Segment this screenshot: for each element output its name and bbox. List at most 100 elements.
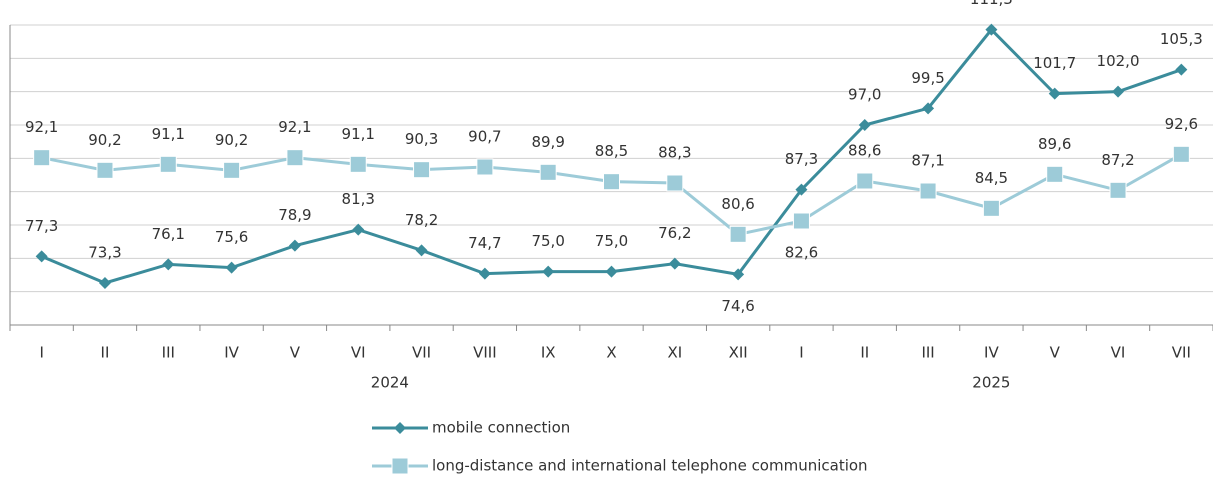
data-label: 90,3 [405, 130, 438, 148]
point [982, 199, 1000, 217]
x-tick-label: X [606, 344, 616, 362]
x-tick-label: VI [351, 344, 366, 362]
point [1112, 85, 1125, 98]
data-label: 91,1 [342, 125, 375, 143]
x-tick-label: I [799, 344, 803, 362]
x-tick-label: III [921, 344, 934, 362]
point [159, 155, 177, 173]
data-label: 84,5 [975, 169, 1008, 187]
point [858, 119, 871, 131]
data-label: 74,7 [468, 234, 501, 252]
x-tick-label: II [860, 344, 869, 362]
point [349, 155, 367, 173]
data-label: 76,1 [152, 225, 185, 243]
data-label: 75,0 [531, 232, 564, 250]
data-label: 102,0 [1097, 52, 1140, 70]
data-label: 92,1 [25, 118, 58, 136]
data-label: 90,2 [215, 131, 248, 149]
point [394, 422, 406, 434]
data-label: 87,3 [785, 150, 818, 168]
point [1046, 165, 1064, 183]
point [795, 183, 808, 196]
point [1175, 63, 1188, 76]
legend-label: mobile connection [432, 419, 570, 437]
data-label: 88,3 [658, 144, 691, 162]
x-tick-label: VII [1172, 344, 1191, 362]
point [33, 149, 51, 167]
data-label: 99,5 [911, 69, 944, 87]
x-tick-label: IX [541, 344, 556, 362]
data-label: 73,3 [88, 244, 121, 262]
data-label: 88,5 [595, 142, 628, 160]
data-label: 92,1 [278, 118, 311, 136]
x-tick-label: XII [729, 344, 748, 362]
data-label: 77,3 [25, 217, 58, 235]
point [792, 212, 810, 230]
point [478, 267, 491, 280]
point [985, 23, 998, 36]
data-label: 90,2 [88, 131, 121, 149]
point [96, 161, 114, 179]
point [542, 265, 555, 278]
data-label: 74,6 [721, 297, 754, 315]
x-tick-label: VII [412, 344, 431, 362]
data-label: 76,2 [658, 224, 691, 242]
point [668, 257, 681, 270]
data-label: 92,6 [1165, 115, 1198, 133]
data-label: 101,7 [1033, 54, 1076, 72]
point [225, 261, 238, 274]
point [286, 149, 304, 167]
x-tick-label: V [290, 344, 301, 362]
data-label: 81,3 [342, 190, 375, 208]
point [856, 172, 874, 190]
point [922, 102, 935, 115]
legend-label: long-distance and international telephon… [432, 457, 868, 475]
x-tick-label: V [1050, 344, 1061, 362]
series-line [41, 153, 1183, 236]
data-label: 75,0 [595, 232, 628, 250]
x-tick-label: XI [667, 344, 682, 362]
point [666, 174, 684, 192]
data-label: 89,6 [1038, 135, 1071, 153]
data-label: 82,6 [785, 244, 818, 262]
point [1172, 145, 1190, 163]
point [352, 223, 365, 236]
x-tick-label: IV [984, 344, 999, 362]
point [415, 244, 428, 257]
point [35, 250, 48, 263]
data-label: 97,0 [848, 86, 881, 104]
point [919, 182, 937, 200]
point [288, 239, 301, 252]
data-label: 90,7 [468, 128, 501, 146]
point [732, 268, 745, 281]
point [223, 161, 241, 179]
point [413, 161, 431, 179]
data-label: 78,9 [278, 206, 311, 224]
data-label: 111,3 [970, 0, 1013, 8]
year-label: 2025 [972, 374, 1010, 392]
x-tick-label: IV [224, 344, 239, 362]
point [391, 457, 409, 475]
data-label: 75,6 [215, 228, 248, 246]
data-label: 89,9 [531, 133, 564, 151]
data-label: 91,1 [152, 125, 185, 143]
point [603, 173, 620, 191]
x-tick-label: I [39, 344, 43, 362]
data-label: 88,6 [848, 142, 881, 160]
point [605, 265, 618, 278]
data-label: 105,3 [1160, 30, 1203, 48]
x-tick-label: III [162, 344, 175, 362]
x-tick-label: VI [1111, 344, 1126, 362]
point [98, 277, 111, 289]
point [476, 158, 494, 176]
x-tick-label: II [101, 344, 110, 362]
year-label: 2024 [371, 374, 409, 392]
x-tick-label: VIII [473, 344, 497, 362]
point [1109, 181, 1127, 199]
point [539, 163, 557, 181]
data-label: 80,6 [721, 195, 754, 213]
data-label: 87,1 [911, 152, 944, 170]
data-label: 87,2 [1101, 151, 1134, 169]
point [729, 225, 747, 243]
